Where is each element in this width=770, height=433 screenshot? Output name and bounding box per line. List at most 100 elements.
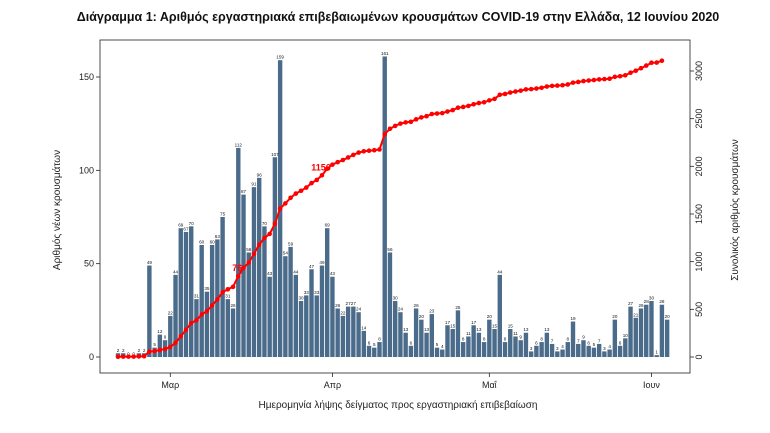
bar [340, 315, 346, 357]
bar-label: 2 [117, 348, 120, 353]
bar [560, 349, 565, 357]
bar-label: 49 [147, 260, 153, 265]
bar [199, 245, 204, 357]
bar [460, 342, 466, 357]
bar-label: 87 [241, 189, 247, 194]
cumulative-point [147, 349, 152, 354]
cumulative-point [256, 242, 262, 247]
bar [325, 228, 330, 357]
bar-label: 7 [551, 338, 554, 343]
bar-label: 26 [335, 303, 341, 308]
bar-label: 44 [293, 269, 299, 274]
cumulative-annotation: 1156 [311, 162, 331, 172]
cumulative-point [413, 117, 419, 122]
bar-label: 13 [523, 327, 529, 332]
bar [659, 304, 665, 357]
chart-title: Διάγραμμα 1: Αριθμός εργαστηριακά επιβεβ… [77, 10, 720, 24]
cumulative-point [194, 317, 199, 323]
cumulative-point [445, 109, 450, 114]
bar [586, 345, 591, 357]
cumulative-point [534, 86, 539, 91]
bar-label: 9 [519, 335, 522, 340]
bar-label: 69 [325, 223, 331, 228]
y-axis-left-title: Αριθμός νέων κρουσμάτων [51, 150, 63, 270]
cumulative-point [460, 104, 466, 110]
bar [471, 325, 476, 357]
cumulative-point [497, 92, 503, 98]
bar-label: 56 [387, 247, 393, 252]
bar [623, 338, 628, 357]
bar-label: 59 [288, 241, 294, 246]
bar [345, 306, 351, 357]
bar [262, 226, 267, 357]
bar [356, 312, 361, 357]
cumulative-point [356, 150, 361, 155]
y-right-tick-label: 500 [694, 302, 704, 317]
plot-frame [99, 39, 691, 374]
bar-label: 5 [436, 342, 439, 347]
cumulative-point [659, 58, 665, 64]
bar-label: 20 [665, 314, 671, 319]
bar [654, 355, 659, 357]
bar [424, 332, 429, 357]
bar-label: 161 [381, 51, 389, 56]
bar-label: 4 [608, 344, 611, 349]
bar [576, 343, 581, 357]
bar-label: 2 [138, 348, 141, 353]
cumulative-point [434, 111, 440, 116]
bar [246, 252, 251, 357]
bar [251, 187, 257, 357]
bar [366, 345, 372, 357]
cumulative-point [602, 76, 607, 82]
cumulative-point [371, 147, 377, 153]
bar [283, 256, 288, 357]
bar-label: 69 [178, 223, 184, 228]
cumulative-point [324, 166, 330, 172]
cumulative-point [591, 77, 597, 83]
bar [628, 306, 633, 357]
cumulative-point [131, 354, 136, 359]
cumulative-point [230, 284, 236, 290]
bar [476, 332, 482, 357]
bar [513, 336, 518, 357]
cumulative-point [419, 115, 424, 120]
bar [602, 351, 607, 357]
bar [387, 252, 393, 357]
bar-label: 47 [309, 264, 315, 269]
cumulative-point [455, 105, 461, 111]
bar-label: 35 [204, 286, 210, 291]
cumulative-point [120, 354, 126, 359]
bar [178, 228, 183, 357]
cumulative-point [382, 131, 388, 137]
bar-label: 8 [378, 337, 381, 342]
cumulative-point [162, 346, 168, 352]
cumulative-point [471, 101, 476, 107]
bar [267, 276, 272, 357]
cumulative-point [439, 110, 445, 116]
bar-label: 44 [497, 269, 503, 274]
bar [664, 319, 670, 357]
bar [607, 349, 612, 357]
cumulative-point [309, 180, 314, 186]
bars [115, 56, 670, 357]
cumulative-point [199, 312, 204, 317]
bar [272, 157, 278, 357]
cumulative-point [638, 65, 644, 71]
bar [508, 329, 513, 357]
bar-label: 1 [655, 350, 658, 355]
cumulative-point [429, 111, 435, 117]
bar [434, 347, 440, 357]
bar-label: 20 [487, 314, 493, 319]
bar [298, 301, 304, 357]
bar [528, 351, 534, 357]
bar-label: 13 [544, 327, 550, 332]
cumulative-point [654, 60, 659, 65]
bar-label: 8 [566, 337, 569, 342]
bar [539, 342, 544, 357]
bar-label: 9 [164, 335, 167, 340]
bar-label: 14 [361, 325, 367, 330]
cumulative-point [361, 148, 367, 154]
cumulative-point [565, 82, 571, 87]
cumulative-point [288, 195, 293, 201]
